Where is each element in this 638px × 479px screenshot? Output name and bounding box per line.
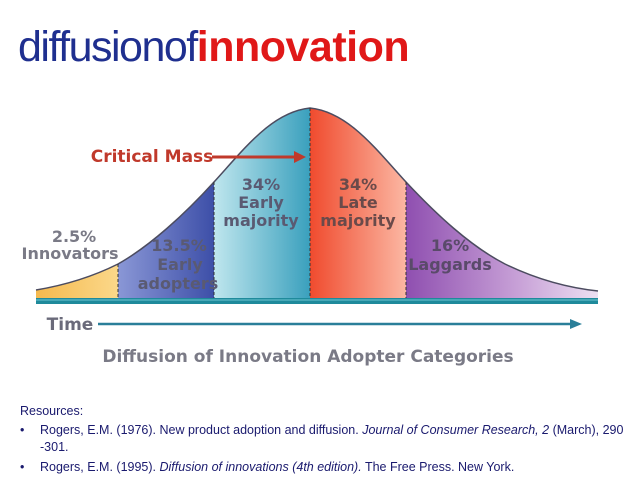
time-arrow xyxy=(98,319,582,329)
reference-item: • Rogers, E.M. (1976). New product adopt… xyxy=(20,422,625,456)
bullet-icon: • xyxy=(20,423,25,437)
innovators-name: Innovators xyxy=(21,244,118,263)
early-adopters-name-line2: adopters xyxy=(138,274,219,293)
reference-pages: (March), 290 -301. xyxy=(40,423,624,454)
critical-mass-label: Critical Mass xyxy=(91,147,214,167)
late-majority-name-line1: Late xyxy=(338,193,378,212)
time-label: Time xyxy=(47,315,94,335)
bullet-icon: • xyxy=(20,460,25,474)
innovators-pct: 2.5% xyxy=(52,227,96,246)
reference-item: • Rogers, E.M. (1995). Diffusion of inno… xyxy=(20,459,625,476)
early-majority-name-line2: majority xyxy=(223,211,299,230)
bell-curve-segments xyxy=(35,107,599,298)
laggards-name: Laggards xyxy=(408,255,492,274)
early-majority-name-line1: Early xyxy=(238,193,284,212)
reference-text: Rogers, E.M. (1976). New product adoptio… xyxy=(40,423,363,437)
segment-early-adopters xyxy=(118,182,214,298)
reference-journal: Journal of Consumer Research, 2 xyxy=(362,423,550,437)
reference-text: Rogers, E.M. (1995). xyxy=(40,460,160,474)
resources-heading: Resources: xyxy=(20,404,84,418)
early-adopters-pct: 13.5% xyxy=(151,236,207,255)
late-majority-pct: 34% xyxy=(339,175,377,194)
early-adopters-name-line1: Early xyxy=(157,255,203,274)
resources-list: • Rogers, E.M. (1976). New product adopt… xyxy=(20,422,625,476)
title-part-innovation: innovation xyxy=(196,23,410,71)
late-majority-name-line2: majority xyxy=(320,211,396,230)
early-majority-pct: 34% xyxy=(242,175,280,194)
critical-mass-arrow xyxy=(212,151,306,163)
diagram-caption: Diffusion of Innovation Adopter Categori… xyxy=(102,347,513,367)
slide-title: diffusionofinnovation xyxy=(18,22,410,72)
laggards-pct: 16% xyxy=(431,236,469,255)
resources-section: Resources: • Rogers, E.M. (1976). New pr… xyxy=(20,403,625,479)
reference-publisher: The Free Press. New York. xyxy=(361,460,515,474)
reference-book: Diffusion of innovations (4th edition). xyxy=(159,460,362,474)
title-part-diffusionof: diffusionof xyxy=(18,23,198,71)
segment-laggards xyxy=(406,182,598,298)
baseline-bar xyxy=(36,298,598,304)
